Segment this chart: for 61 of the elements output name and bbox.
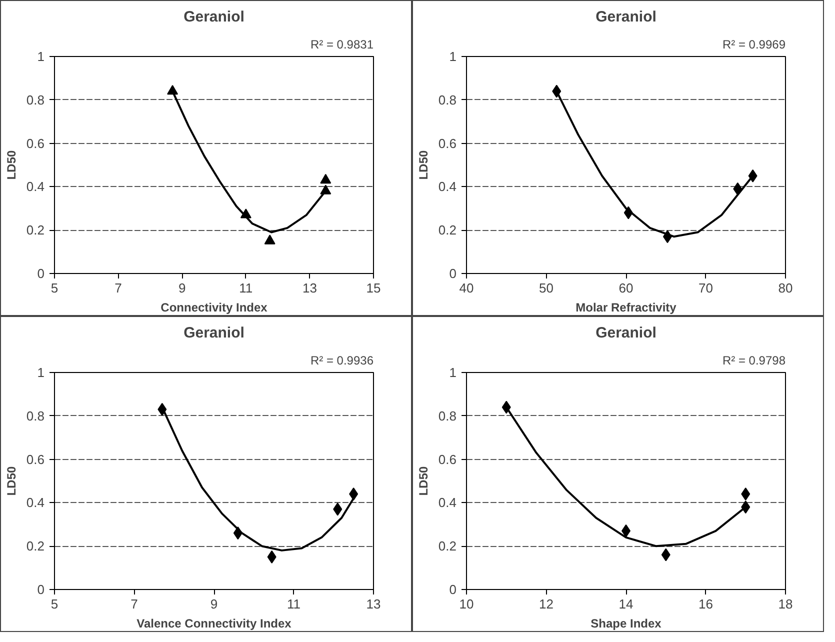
x-tick-label: 11 (287, 596, 300, 612)
x-tick-label: 80 (778, 280, 793, 296)
x-tick-label: 7 (114, 280, 122, 296)
y-tick-label: 0.2 (438, 538, 457, 554)
chart-title: Geraniol (184, 8, 244, 26)
y-tick-label: 0.2 (26, 538, 45, 554)
y-tick-label: 0.6 (438, 452, 457, 467)
x-tick-label: 13 (366, 596, 381, 612)
y-tick-label: 0.8 (438, 92, 457, 108)
text: R² = 0.9798 (722, 354, 786, 368)
chart-title: Geraniol (596, 8, 656, 26)
x-axis-title: Valence Connectivity Index (136, 616, 292, 630)
text: R² = 0.9969 (722, 38, 786, 52)
y-tick-label: 0 (449, 582, 457, 597)
y-tick-label: 1 (449, 49, 457, 64)
y-tick-label: 1 (37, 365, 45, 380)
x-tick-label: 7 (130, 596, 138, 612)
x-axis-title: Shape Index (590, 616, 662, 630)
y-tick-label: 0.6 (438, 136, 457, 151)
x-tick-label: 11 (239, 280, 253, 296)
x-tick-label: 70 (698, 280, 713, 296)
y-tick-label: 0.2 (26, 222, 45, 238)
x-tick-label: 12 (539, 596, 554, 612)
y-tick-label: 0.4 (438, 495, 457, 510)
y-tick-label: 1 (449, 365, 457, 380)
text: R² = 0.9936 (310, 354, 374, 368)
y-tick-label: 0.4 (26, 179, 45, 194)
y-tick-label: 0.8 (438, 408, 457, 424)
y-tick-label: 1 (37, 49, 45, 64)
y-tick-label: 0.2 (438, 222, 457, 238)
x-tick-label: 5 (50, 280, 58, 296)
y-axis-title: LD50 (4, 466, 18, 496)
y-tick-label: 0.8 (26, 408, 45, 424)
chart-title: Geraniol (596, 324, 656, 342)
y-tick-label: 0.4 (26, 495, 45, 510)
y-tick-label: 0 (37, 266, 45, 281)
x-tick-label: 15 (366, 280, 381, 296)
x-tick-label: 14 (618, 596, 634, 612)
y-axis-title: LD50 (416, 150, 430, 180)
y-axis-title: LD50 (416, 466, 430, 496)
chart-title: Geraniol (184, 324, 244, 342)
x-tick-label: 16 (698, 596, 713, 612)
y-tick-label: 0 (37, 582, 45, 597)
y-tick-label: 0.8 (26, 92, 45, 108)
x-tick-label: 50 (539, 280, 554, 296)
x-tick-label: 60 (618, 280, 634, 296)
text: R² = 0.9831 (310, 38, 374, 52)
x-tick-label: 9 (210, 596, 218, 612)
x-tick-label: 9 (178, 280, 186, 296)
y-tick-label: 0 (449, 266, 457, 281)
x-tick-label: 5 (50, 596, 58, 612)
y-tick-label: 0.6 (26, 136, 45, 151)
x-tick-label: 13 (302, 280, 317, 296)
x-axis-title: Molar Refractivity (576, 300, 677, 314)
x-tick-label: 40 (459, 280, 474, 296)
y-tick-label: 0.6 (26, 452, 45, 467)
x-tick-label: 18 (778, 596, 793, 612)
x-axis-title: Connectivity Index (160, 300, 268, 314)
y-tick-label: 0.4 (438, 179, 457, 194)
x-tick-label: 10 (459, 596, 474, 612)
y-axis-title: LD50 (4, 150, 18, 180)
